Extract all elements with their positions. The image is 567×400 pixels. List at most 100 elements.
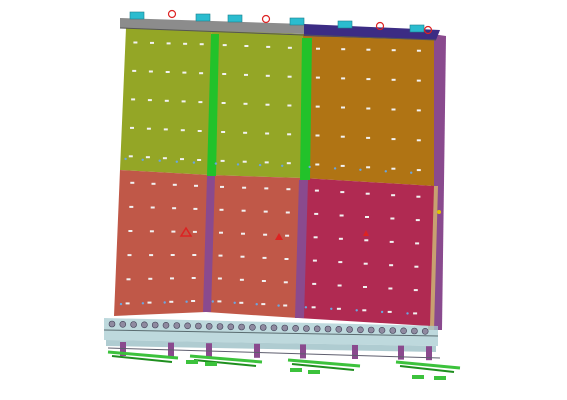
panel-hole: [217, 300, 222, 303]
base-foot: [395, 360, 461, 370]
panel-hole: [221, 131, 226, 133]
clip-icon: [378, 326, 386, 334]
panel-hole: [191, 300, 196, 302]
triangle-icon: [275, 233, 283, 240]
panel-hole: [340, 135, 345, 138]
base-foot-shadow: [291, 363, 355, 371]
panel-hole: [197, 130, 202, 132]
panel-hole: [338, 237, 343, 240]
panel-hole: [416, 109, 421, 112]
panel-hole: [128, 155, 133, 158]
panel-hole: [150, 41, 154, 44]
panel-hole: [126, 278, 131, 281]
base-pad: [186, 360, 198, 364]
panel-hole: [285, 211, 290, 214]
panel-upper-right: [302, 34, 434, 186]
base-pad: [290, 368, 302, 372]
base-foot-shadow: [193, 359, 257, 367]
panel-hole: [241, 209, 246, 212]
panel-hole: [366, 136, 371, 139]
top-fittings: [129, 9, 433, 35]
panel-hole: [312, 259, 317, 262]
panel-hole: [244, 45, 249, 47]
panel-dot: [175, 160, 178, 163]
panel-hole: [193, 207, 198, 210]
panel-hole: [125, 302, 130, 305]
divider-purple-right: [295, 180, 308, 318]
panel-dot: [124, 157, 127, 161]
panel-hole: [416, 195, 421, 198]
clip-icon: [216, 323, 224, 330]
clip-icon: [289, 17, 305, 26]
panel-hole: [220, 185, 224, 188]
panel-hole: [192, 230, 197, 233]
panel-hole: [180, 129, 185, 132]
panel-hole: [315, 134, 320, 137]
panel-hole: [390, 217, 395, 220]
panel-hole: [391, 167, 396, 170]
panel-hole: [239, 278, 244, 281]
panel-hole: [163, 128, 168, 131]
panel-hole: [366, 48, 371, 51]
panel-hole: [363, 262, 368, 265]
clip-icon: [367, 326, 375, 334]
panel-hole: [194, 184, 198, 187]
panel-hole: [415, 219, 420, 222]
panel-dot: [163, 301, 166, 304]
bottom-rail-line: [103, 329, 439, 337]
base-foot-shadow: [399, 365, 455, 373]
panel-hole: [284, 258, 289, 260]
panel-hole: [240, 255, 245, 258]
panel-hole: [129, 205, 134, 208]
panel-hole: [363, 286, 367, 288]
panel-hole: [145, 156, 150, 159]
panel-hole: [266, 45, 271, 48]
clip-icon: [129, 11, 145, 20]
panel-dot: [119, 302, 123, 306]
panel-dot: [258, 163, 262, 167]
panel-hole: [241, 232, 245, 235]
panel-hole: [315, 76, 320, 79]
panel-dot: [141, 302, 145, 305]
panel-hole: [130, 126, 134, 129]
panel-hole: [199, 72, 204, 75]
base-pad: [434, 376, 446, 380]
panel-dot: [255, 303, 258, 306]
panel-hole: [183, 42, 188, 45]
panel-dot: [236, 163, 240, 166]
panel-holes: [119, 41, 421, 315]
panel-hole: [170, 254, 175, 256]
panel-hole: [147, 301, 152, 304]
base-pad: [412, 375, 424, 379]
panel-dot: [406, 312, 409, 315]
base-beam: [107, 347, 441, 359]
panel-hole: [416, 79, 421, 82]
panel-dot: [384, 170, 387, 173]
panel-hole: [127, 254, 132, 257]
panel-hole: [285, 234, 290, 237]
clip-icon: [151, 321, 159, 329]
panel-hole: [416, 139, 421, 142]
panel-hole: [192, 254, 197, 256]
panel-hole: [366, 166, 371, 169]
panel-hole: [244, 73, 248, 76]
panel-hole: [414, 265, 419, 268]
panel-hole: [389, 240, 394, 243]
panel-hole: [366, 107, 371, 110]
panel-hole: [164, 99, 169, 102]
panel-hole: [391, 194, 396, 197]
panel-hole: [264, 161, 269, 164]
panel-hole: [197, 159, 202, 161]
panel-hole: [222, 73, 227, 75]
panel-hole: [132, 69, 137, 72]
panel-hole: [151, 182, 156, 185]
stand-leg: [120, 342, 126, 356]
panel-hole: [283, 281, 288, 284]
panel-hole: [283, 304, 288, 307]
panel-hole: [311, 306, 316, 309]
clip-icon: [108, 320, 116, 328]
panel-hole: [149, 230, 154, 233]
panel-hole: [413, 312, 418, 315]
clip-icon: [195, 322, 202, 330]
